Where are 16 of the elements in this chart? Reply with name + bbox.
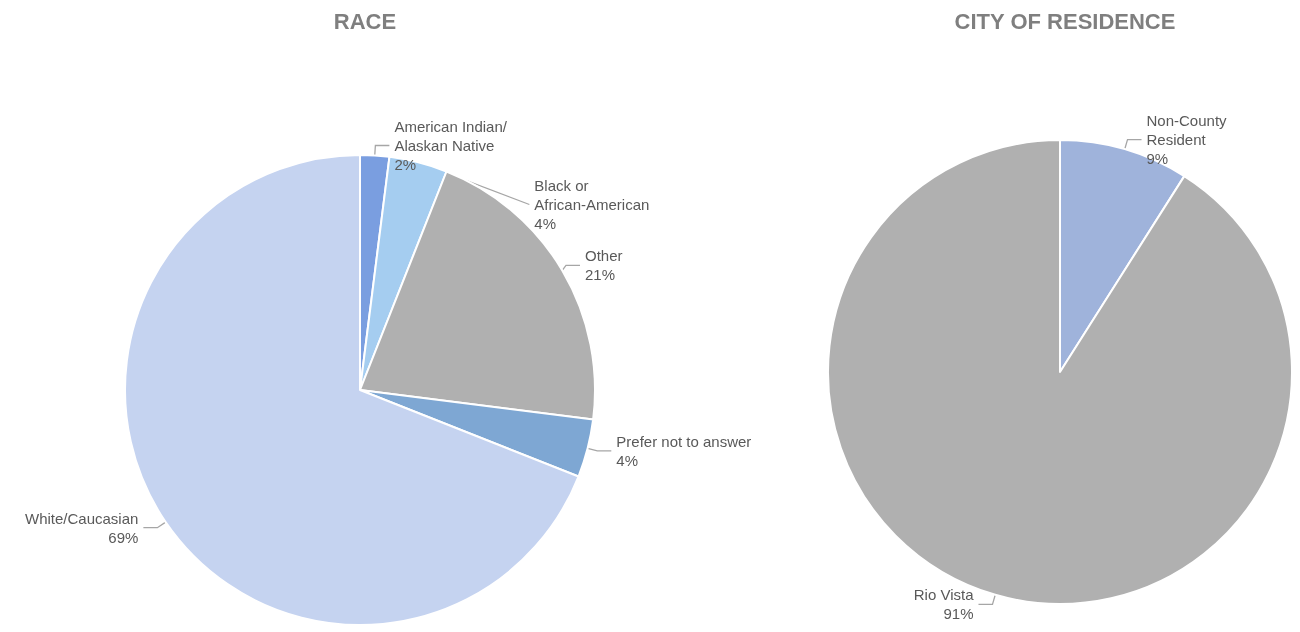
slice-label: Black or African-American [534,176,650,213]
data-label: 21% [584,266,616,284]
data-label: 91% [943,605,974,623]
slice-label: Rio Vista [913,586,975,604]
slice-label: Non-County Resident [1146,112,1231,149]
slice-label: White/Caucasian [24,509,139,527]
data-label: 4% [534,214,557,232]
data-label: 9% [1146,150,1169,168]
chart-title: RACE [333,8,397,34]
slice-label: American Indian/Alaskan Native [394,117,508,154]
data-label: 4% [616,451,638,469]
slice-label: Other [584,247,623,265]
slice-label: Prefer not to answer [616,432,752,450]
chart-title: CITY OF RESIDENCE [954,8,1176,34]
data-label: 69% [108,528,139,546]
data-label: 2% [394,155,417,173]
